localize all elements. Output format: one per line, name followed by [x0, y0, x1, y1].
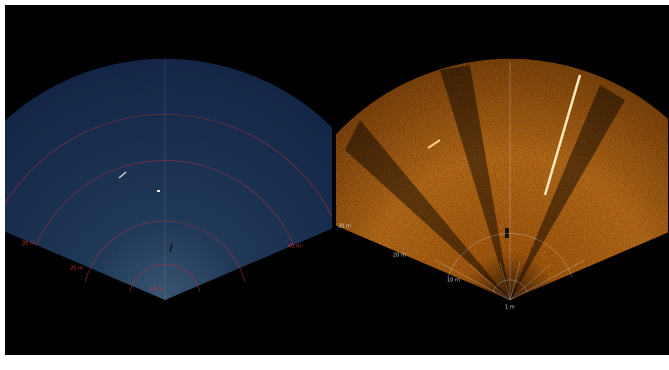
right-target: [427, 139, 441, 149]
right-dark-beams: [345, 65, 625, 300]
right-shadow: [505, 228, 509, 238]
left-texture: [5, 58, 332, 300]
range-label: 20 m: [70, 266, 83, 272]
range-label: 40 m: [288, 244, 301, 250]
right-grid: [434, 62, 586, 301]
range-label: 20 m: [393, 253, 406, 259]
range-label: 10 m: [447, 278, 460, 284]
range-label: 1 m: [505, 305, 515, 311]
left-target: [118, 171, 127, 179]
range-label: 10 m: [150, 287, 163, 293]
left-shadow: [169, 243, 173, 253]
right-bright-streak: [543, 74, 582, 196]
left-sonar-view: 10 m 20 m 30 m 40 m: [5, 58, 332, 300]
range-label: 30 m: [338, 224, 351, 230]
right-texture: [336, 58, 668, 300]
range-label: 30 m: [22, 241, 35, 247]
right-sonar-view: 1 m 10 m 20 m 30 m: [336, 58, 668, 311]
left-target: [157, 190, 160, 192]
